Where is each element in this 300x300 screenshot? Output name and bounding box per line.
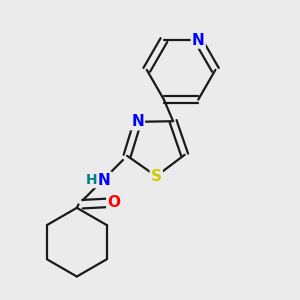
Text: N: N (192, 33, 205, 48)
Text: O: O (107, 195, 120, 210)
Text: N: N (131, 114, 144, 129)
Text: S: S (151, 169, 162, 184)
Text: N: N (98, 172, 111, 188)
Text: H: H (85, 173, 97, 187)
